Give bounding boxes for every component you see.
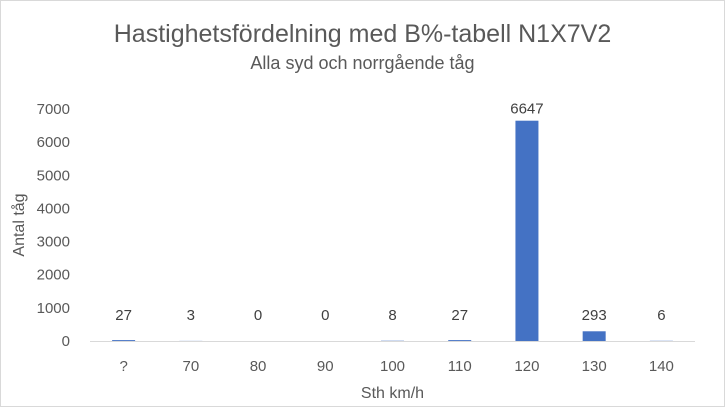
bars xyxy=(112,120,673,341)
x-tick-label: ? xyxy=(119,358,127,375)
data-label: 0 xyxy=(254,307,262,324)
chart-subtitle: Alla syd och norrgående tåg xyxy=(250,53,475,73)
y-axis-ticks: 0 1000 2000 3000 4000 5000 6000 7000 xyxy=(37,101,70,350)
bar xyxy=(448,340,472,341)
y-tick-label: 2000 xyxy=(37,267,70,284)
y-axis-title: Antal tåg xyxy=(10,193,28,256)
bar xyxy=(112,340,136,341)
y-tick-label: 6000 xyxy=(37,134,70,151)
data-label: 6 xyxy=(657,307,665,324)
chart-title: Hastighetsfördelning med B%-tabell N1X7V… xyxy=(113,20,612,48)
y-tick-label: 7000 xyxy=(37,101,70,118)
x-tick-label: 130 xyxy=(582,358,607,375)
data-label: 293 xyxy=(582,307,607,324)
x-axis-ticks: ? 70 80 90 100 110 120 130 140 xyxy=(119,358,673,375)
x-tick-label: 110 xyxy=(448,358,472,375)
y-tick-label: 4000 xyxy=(37,200,70,217)
y-tick-label: 1000 xyxy=(37,300,70,317)
x-tick-label: 90 xyxy=(317,358,334,375)
x-tick-label: 80 xyxy=(250,358,267,375)
y-tick-label: 5000 xyxy=(37,167,70,184)
x-tick-label: 100 xyxy=(380,358,405,375)
bar xyxy=(515,120,539,341)
y-tick-label: 0 xyxy=(62,333,70,350)
x-axis-title: Sth km/h xyxy=(361,385,424,402)
x-tick-label: 140 xyxy=(649,358,674,375)
data-label: 8 xyxy=(388,307,396,324)
data-labels: 27 3 0 0 8 27 6647 293 6 xyxy=(115,101,665,324)
data-label: 27 xyxy=(115,307,132,324)
bar xyxy=(582,331,606,341)
y-tick-label: 3000 xyxy=(37,234,70,251)
data-label: 27 xyxy=(451,307,468,324)
x-tick-label: 120 xyxy=(514,358,539,375)
data-label: 6647 xyxy=(510,101,543,118)
data-label: 3 xyxy=(187,307,195,324)
data-label: 0 xyxy=(321,307,329,324)
x-tick-label: 70 xyxy=(182,358,199,375)
